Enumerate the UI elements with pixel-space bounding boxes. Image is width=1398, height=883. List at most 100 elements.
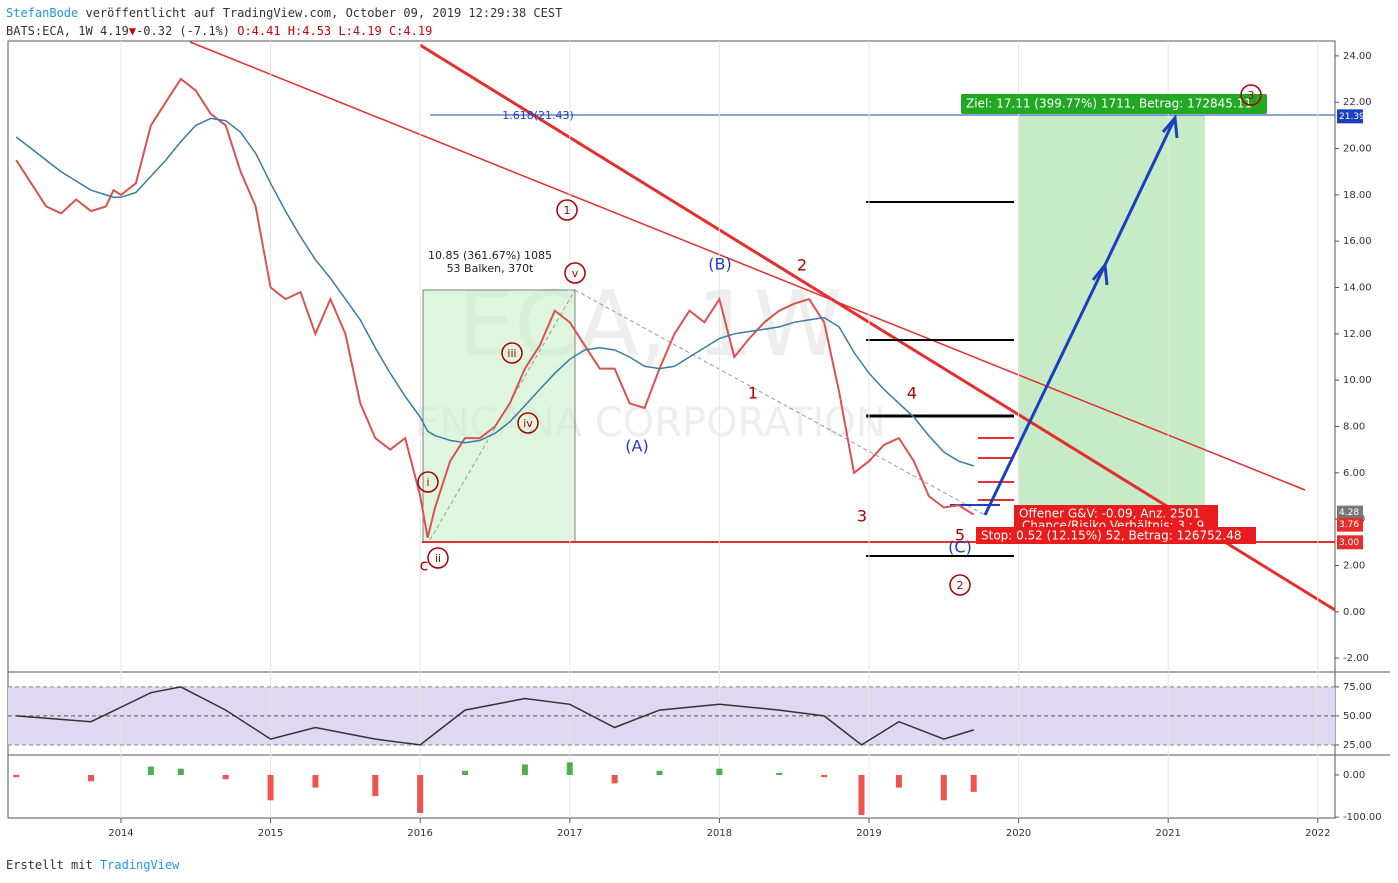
- momentum-bar: [521, 764, 528, 775]
- momentum-bar: [462, 770, 469, 775]
- price-tag-label: 3.76: [1339, 520, 1359, 530]
- y-tick-label: 6.00: [1343, 468, 1365, 479]
- author: StefanBode: [6, 6, 79, 20]
- annotation: 2: [957, 579, 964, 592]
- annotation: 4: [907, 384, 917, 403]
- y-tick-label: 22.00: [1343, 97, 1372, 108]
- level-lines: [866, 201, 1014, 557]
- rsi-band: [8, 687, 1335, 745]
- momentum-bar: [417, 774, 424, 813]
- y-tick-label: -100.00: [1343, 812, 1382, 823]
- annotation: iv: [523, 417, 533, 430]
- y-tick-label: 20.00: [1343, 144, 1372, 155]
- x-tick-label: 2020: [1006, 828, 1031, 839]
- annotation: 3: [1248, 89, 1255, 102]
- x-tick-label: 2021: [1155, 828, 1180, 839]
- forecast-arrow: [983, 114, 1179, 516]
- momentum-bar: [716, 768, 723, 775]
- y-tick-label: 16.00: [1343, 236, 1372, 247]
- y-tick-label: 10.00: [1343, 375, 1372, 386]
- target-box: [961, 94, 1267, 114]
- ohlc: O:4.41 H:4.53 L:4.19 C:4.19: [237, 24, 433, 38]
- momentum-bar: [940, 774, 947, 801]
- annotation: c: [420, 556, 429, 575]
- header-line: StefanBode veröffentlicht auf TradingVie…: [6, 6, 562, 20]
- change: -0.32 (-7.1%): [136, 24, 230, 38]
- series-line: [16, 686, 974, 746]
- y-tick-label: 25.00: [1343, 740, 1372, 751]
- y-tick-label: 2.00: [1343, 560, 1365, 571]
- x-tick-label: 2017: [557, 828, 582, 839]
- y-tick-label: 50.00: [1343, 711, 1372, 722]
- momentum-bar: [267, 774, 274, 801]
- wave-circle: [417, 471, 439, 493]
- stop-box: [976, 527, 1256, 544]
- wave-circle: [517, 412, 539, 434]
- annotation: (B): [708, 255, 731, 274]
- annotation: 5: [955, 526, 965, 545]
- y-tick-label: 18.00: [1343, 190, 1372, 201]
- annotation: 1: [564, 204, 571, 217]
- annotation: 10.85 (361.67%) 1085: [428, 249, 552, 262]
- y-tick-label: 14.00: [1343, 283, 1372, 294]
- momentum-bar: [147, 766, 154, 775]
- momentum-bar: [776, 772, 783, 775]
- annotation: v: [572, 267, 579, 280]
- measure-diagonal: [429, 289, 576, 541]
- price-tag: [1337, 535, 1363, 550]
- target-zone: [1018, 115, 1205, 510]
- price-tag-label: 3.00: [1339, 538, 1359, 548]
- price-tag-label: 4.28: [1339, 508, 1359, 518]
- annotation: 2: [797, 256, 807, 275]
- last: 4.19: [99, 24, 129, 38]
- y-tick-label: 24.00: [1343, 51, 1372, 62]
- trend-line: [189, 41, 1306, 491]
- x-tick-label: 2018: [707, 828, 732, 839]
- momentum-bar: [88, 774, 95, 782]
- series-line: [15, 77, 975, 538]
- y-tick-label: 12.00: [1343, 329, 1372, 340]
- wave-circle: [427, 547, 449, 569]
- momentum-bar: [611, 774, 618, 784]
- x-tick-label: 2019: [856, 828, 881, 839]
- annotation: (A): [625, 437, 648, 456]
- stop-label: Stop: 0.52 (12.15%) 52, Betrag: 126752.4…: [981, 529, 1241, 543]
- y-tick-label: 0.00: [1343, 607, 1365, 618]
- y-tick-label: 0.00: [1343, 770, 1365, 781]
- series-line: [15, 117, 974, 467]
- x-tick-label: 2022: [1305, 828, 1330, 839]
- channel-line: [574, 289, 986, 516]
- symbol-line: BATS:ECA, 1W 4.19▼-0.32 (-7.1%) O:4.41 H…: [6, 24, 432, 38]
- wave-circle: [1240, 84, 1262, 106]
- momentum-bar: [177, 768, 184, 775]
- published: veröffentlicht auf TradingView.com, Octo…: [85, 6, 563, 20]
- footer: Erstellt mit TradingView: [6, 858, 179, 872]
- annotation: ii: [435, 552, 441, 565]
- momentum-bar: [970, 774, 977, 792]
- momentum-bar: [895, 774, 902, 788]
- momentum-bar: [372, 774, 379, 797]
- symbol: BATS:ECA, 1W: [6, 24, 93, 38]
- wave-circle: [556, 199, 578, 221]
- wave-circle: [501, 342, 523, 364]
- wave-circle: [949, 574, 971, 596]
- price-tag: [1337, 109, 1363, 124]
- momentum-bar: [566, 762, 573, 775]
- momentum-bar: [222, 774, 229, 780]
- arrow: ▼: [128, 24, 137, 38]
- target-label: Ziel: 17.11 (399.77%) 1711, Betrag: 1728…: [966, 97, 1252, 111]
- annotation: iii: [507, 347, 516, 360]
- momentum-bar: [13, 774, 20, 778]
- brand: TradingView: [99, 858, 180, 872]
- annotation: i: [426, 476, 429, 489]
- annotation: 1: [748, 384, 758, 403]
- momentum-bar: [656, 770, 663, 775]
- annotation: 1.618(21.43): [502, 109, 574, 122]
- price-tag-label: 21.39: [1339, 112, 1365, 122]
- annotation: 53 Balken, 370t: [447, 262, 535, 275]
- measure-box: [422, 289, 576, 543]
- y-tick-label: 75.00: [1343, 682, 1372, 693]
- open-box: [1014, 505, 1218, 527]
